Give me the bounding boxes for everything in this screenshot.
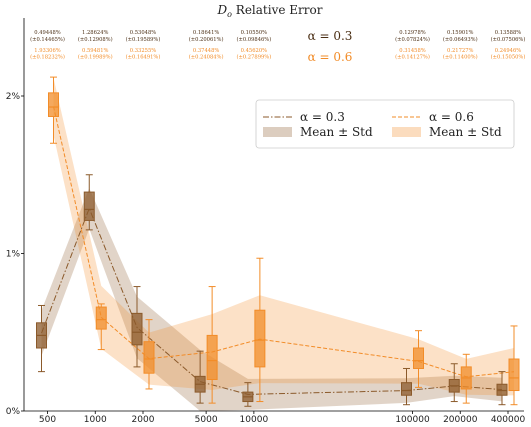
legend-label-std03: Mean ± Std	[300, 125, 373, 139]
y-tick-label-1: 1%	[6, 250, 21, 260]
box-0-2	[131, 312, 143, 346]
legend-label-alpha06: α = 0.6	[429, 110, 474, 124]
annot-mean-1-6: 0.21727%	[447, 48, 473, 54]
alpha-label-1: α = 0.6	[308, 50, 353, 64]
annot-std-1-1: (±0.19989%)	[78, 54, 113, 61]
annot-std-1-7: (±0.15050%)	[491, 54, 526, 61]
annot-mean-0-5: 0.12978%	[399, 30, 425, 36]
annot-mean-0-4: 0.10550%	[241, 30, 267, 36]
annot-std-1-3: (±0.24084%)	[189, 54, 224, 61]
y-tick-label-0: 0%	[6, 407, 21, 417]
legend-frame	[255, 99, 515, 149]
annot-std-0-0: (±0.14465%)	[30, 36, 65, 43]
annot-mean-1-7: 0.24946%	[495, 48, 521, 54]
box-0-5	[400, 382, 412, 396]
annot-mean-0-3: 0.18641%	[193, 30, 219, 36]
annot-mean-1-1: 0.59481%	[82, 48, 108, 54]
tick-labels: 500 1000 2000 5000 10000 100000 200000 400000 0%…	[6, 92, 526, 425]
box-1-0	[48, 92, 59, 117]
annot-std-1-0: (±0.18232%)	[30, 54, 65, 61]
x-tick-label-2: 2000	[132, 415, 155, 425]
x-tick-label-5: 100000	[395, 415, 430, 425]
annot-std-0-4: (±0.09846%)	[236, 36, 271, 43]
box-1-4	[254, 309, 266, 368]
annot-mean-1-3: 0.37448%	[193, 48, 219, 54]
std-bands	[41, 77, 514, 411]
x-tick-label-1: 1000	[84, 415, 107, 425]
box-0-1	[83, 191, 95, 221]
x-tick-label-0: 500	[39, 415, 56, 425]
annot-std-1-6: (±0.11400%)	[443, 54, 478, 61]
y-tick-label-2: 2%	[6, 92, 21, 102]
mean-lines	[41, 106, 515, 395]
legend-patch-alpha03	[263, 127, 292, 137]
box-1-3	[206, 334, 218, 380]
mean-line-1	[53, 106, 515, 378]
mean-line-0	[41, 207, 503, 395]
boxplots	[36, 76, 520, 407]
box-1-7	[508, 358, 520, 392]
annot-std-0-3: (±0.20061%)	[189, 36, 224, 43]
annot-mean-1-2: 0.33255%	[130, 48, 156, 54]
box-0-7	[496, 383, 508, 396]
annot-mean-1-4: 0.45620%	[241, 48, 267, 54]
chart-title: Do Relative Error	[217, 3, 323, 19]
alpha-label-0: α = 0.3	[308, 29, 353, 43]
annot-mean-0-1: 1.28624%	[82, 30, 108, 36]
annot-std-0-7: (±0.07506%)	[491, 36, 526, 43]
x-tick-label-4: 10000	[240, 415, 269, 425]
annot-mean-0-7: 0.13588%	[495, 30, 521, 36]
title-symbol: D	[217, 3, 228, 17]
x-tick-label-3: 5000	[195, 415, 218, 425]
annot-std-0-2: (±0.19589%)	[126, 36, 161, 43]
annot-mean-0-2: 0.53048%	[130, 30, 156, 36]
std-band-0	[41, 188, 502, 411]
box-1-5	[412, 347, 424, 369]
legend-label-std06: Mean ± Std	[429, 125, 502, 139]
box-1-2	[143, 341, 155, 374]
annot-mean-1-0: 1.93306%	[34, 48, 60, 54]
alpha-labels: α = 0.3 α = 0.6	[308, 29, 353, 64]
annot-std-0-5: (±0.07824%)	[395, 36, 430, 43]
x-tick-label-6: 200000	[443, 415, 478, 425]
title-rest: Relative Error	[232, 3, 323, 17]
axes	[23, 18, 524, 412]
annot-std-1-2: (±0.16491%)	[126, 54, 161, 61]
annot-mean-1-5: 0.31458%	[399, 48, 425, 54]
x-tick-label-7: 400000	[491, 415, 526, 425]
legend-patch-alpha06	[392, 127, 421, 137]
annot-std-1-5: (±0.14127%)	[395, 54, 430, 61]
annot-mean-0-0: 0.49448%	[34, 30, 60, 36]
annot-std-0-1: (±0.12908%)	[78, 36, 113, 43]
annot-mean-0-6: 0.15901%	[447, 30, 473, 36]
std-band-1	[53, 77, 514, 396]
annotations: 0.49448%(±0.14465%) 1.28624%(±0.12908%) 0.…	[30, 30, 525, 61]
title-subscript: o	[227, 10, 232, 19]
box-1-1	[95, 306, 107, 330]
legend: α = 0.3 α = 0.6 Mean ± Std Mean ± Std	[255, 99, 515, 149]
annot-std-1-4: (±0.27899%)	[236, 54, 271, 61]
annot-std-0-6: (±0.06493%)	[443, 36, 478, 43]
legend-label-alpha03: α = 0.3	[300, 110, 345, 124]
